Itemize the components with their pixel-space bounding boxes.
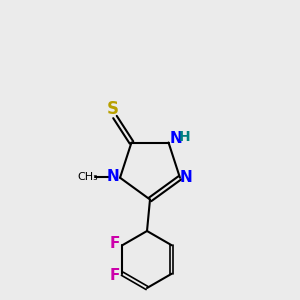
Text: S: S	[106, 100, 119, 118]
Text: N: N	[106, 169, 119, 184]
Text: N: N	[180, 170, 192, 185]
Text: CH₃: CH₃	[78, 172, 98, 182]
Text: H: H	[179, 130, 191, 143]
Text: F: F	[110, 236, 120, 251]
Text: N: N	[169, 130, 182, 146]
Text: F: F	[110, 268, 120, 283]
